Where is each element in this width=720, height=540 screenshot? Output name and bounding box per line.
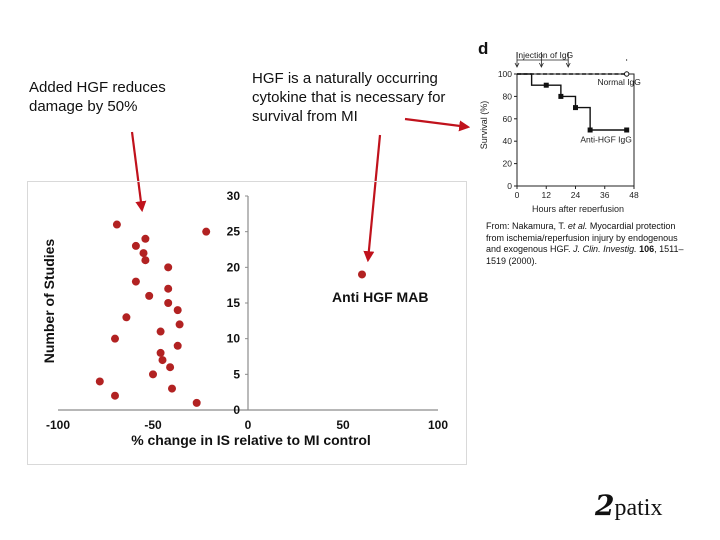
scatter-point <box>202 227 211 236</box>
citation-journal: J. Clin. Investig. <box>573 244 637 254</box>
x-tick-label: -50 <box>144 418 162 432</box>
y-tick-label: 20 <box>227 260 241 274</box>
panel-label: d <box>478 39 488 58</box>
x-axis-label: % change in IS relative to MI control <box>131 432 371 448</box>
y-axis-label: Number of Studies <box>41 239 57 364</box>
scatter-point <box>112 220 121 229</box>
scatter-point <box>164 263 173 272</box>
scatter-point <box>139 249 148 258</box>
citation-prefix: From: Nakamura, T. <box>486 221 568 231</box>
series-anti-hgf-igg-marker <box>587 127 593 133</box>
callout-naturally-occurring: HGF is a naturally occurring cytokine th… <box>252 70 446 125</box>
scatter-point <box>168 384 176 393</box>
scatter-point <box>141 256 150 265</box>
series-anti-hgf-igg-marker <box>573 105 578 111</box>
scatter-point <box>173 306 182 315</box>
citation: From: Nakamura, T. et al. Myocardial pro… <box>486 221 686 267</box>
scatter-point <box>156 327 165 336</box>
survival-y-tick-label: 20 <box>503 159 513 169</box>
series-anti-hgf-igg-marker <box>558 93 564 99</box>
survival-x-tick-label: 12 <box>542 190 552 200</box>
scatter-point <box>95 377 104 386</box>
scatter-point <box>141 234 150 243</box>
y-tick-label: 30 <box>227 189 241 203</box>
scatter-point <box>131 277 140 286</box>
anti-hgf-mab-annotation: Anti HGF MAB <box>332 289 428 305</box>
y-tick-label: 15 <box>227 296 241 310</box>
scatter-point <box>145 291 154 300</box>
scatter-point <box>122 313 131 322</box>
scatter-chart: -100 -50 0 50 100 0 5 10 15 20 25 30 % change in IS… <box>41 189 448 448</box>
survival-chart: d Injection of IgG 0 12 24 36 48 0 20 40 60 80 100… <box>478 39 641 212</box>
y-tick-label: 0 <box>233 403 240 417</box>
scatter-point <box>164 299 173 307</box>
scatter-point <box>173 341 182 350</box>
scatter-point <box>111 391 119 400</box>
x-tick-label: 100 <box>428 418 448 432</box>
scatter-point <box>156 348 165 357</box>
scatter-point <box>166 363 175 372</box>
citation-body: Myocardial protection from ischemia/repe… <box>486 221 678 254</box>
survival-y-tick-label: 80 <box>503 91 513 101</box>
series-anti-hgf-igg-marker <box>543 82 549 88</box>
survival-y-label: Survival (%) <box>479 101 489 150</box>
citation-etal: et al. <box>567 221 588 231</box>
series-normal-igg-marker <box>623 71 630 77</box>
y-tick-label: 5 <box>233 367 240 381</box>
logo-number: 2 <box>595 489 615 522</box>
scatter-point <box>158 356 167 365</box>
survival-x-tick-label: 24 <box>571 190 581 200</box>
scatter-point <box>175 320 184 329</box>
x-tick-label: 0 <box>245 418 252 432</box>
citation-pages: , 1511–1519 (2000). <box>486 244 684 266</box>
y-tick-label: 25 <box>227 225 241 239</box>
scatter-point <box>111 334 119 343</box>
survival-y-tick-label: 0 <box>507 181 512 191</box>
series-normal-igg-label: Normal IgG <box>597 77 640 87</box>
scatter-point <box>149 370 157 379</box>
series-anti-hgf-igg-label: Anti-HGF IgG <box>580 134 631 144</box>
survival-x-tick-label: 0 <box>515 190 520 200</box>
series-anti-hgf-igg-marker <box>624 127 630 133</box>
injection-label: Injection of IgG <box>516 50 573 60</box>
survival-y-tick-label: 40 <box>503 136 513 146</box>
x-tick-label: 50 <box>336 418 350 432</box>
scatter-point <box>358 270 366 279</box>
citation-volume: 106 <box>639 244 655 254</box>
scatter-point <box>164 284 173 293</box>
survival-y-tick-label: 100 <box>498 69 512 79</box>
scatter-point <box>192 398 201 407</box>
x-tick-label: -100 <box>46 418 70 432</box>
scatter-point <box>131 241 140 250</box>
brand-logo: 2patix <box>595 489 662 522</box>
y-tick-label: 10 <box>227 332 241 346</box>
survival-x-tick-label: 36 <box>600 190 610 200</box>
injection-arrow-head <box>514 62 520 68</box>
survival-y-tick-label: 60 <box>503 114 513 124</box>
logo-text: patix <box>614 495 663 521</box>
injection-arrow-head <box>539 62 544 68</box>
survival-x-tick-label: 48 <box>629 190 639 200</box>
scatter-chart-frame: -100 -50 0 50 100 0 5 10 15 20 25 30 % change in IS… <box>27 181 467 465</box>
callout-added-hgf: Added HGF reduces damage by 50% <box>29 79 166 115</box>
survival-x-label: Hours after reperfusion <box>532 204 624 212</box>
injection-arrow-head <box>565 62 571 68</box>
